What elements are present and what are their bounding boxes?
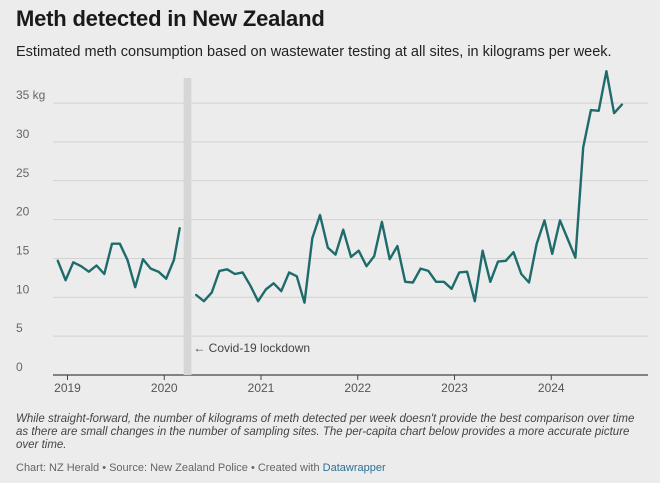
annotations: ← Covid-19 lockdown (193, 341, 310, 355)
y-tick-label: 10 (16, 282, 30, 296)
y-tick-label: 15 (16, 243, 30, 257)
x-tick-label: 2022 (344, 381, 371, 395)
y-axis-ticks: 0 5 10 15 20 25 30 35 kg (16, 88, 45, 374)
lockdown-shading (183, 78, 192, 375)
x-tick-label: 2019 (54, 381, 81, 395)
y-tick-label: 25 (16, 166, 30, 180)
y-tick-label: 35 kg (16, 88, 45, 102)
y-tick-label: 20 (16, 205, 30, 219)
y-tick-label: 5 (16, 321, 23, 335)
y-tick-label: 0 (16, 360, 23, 374)
series-lines (56, 69, 624, 304)
series-line-segment (194, 69, 624, 304)
chart-notes: While straight-forward, the number of ki… (16, 413, 635, 451)
gridlines (53, 102, 648, 376)
chart-subtitle: Estimated meth consumption based on wast… (16, 44, 612, 60)
y-tick-label: 30 (16, 127, 30, 141)
x-tick-label: 2020 (151, 381, 178, 395)
lockdown-annotation: ← Covid-19 lockdown (193, 341, 310, 355)
series-line-segment (56, 226, 181, 289)
datawrapper-link[interactable]: Datawrapper (322, 462, 386, 474)
chart-title: Meth detected in New Zealand (16, 6, 325, 31)
x-tick-label: 2023 (441, 381, 468, 395)
x-tick-label: 2024 (538, 381, 565, 395)
x-tick-label: 2021 (248, 381, 275, 395)
chart-credit: Chart: NZ Herald • Source: New Zealand P… (16, 462, 386, 474)
credit-text: Chart: NZ Herald • Source: New Zealand P… (16, 462, 323, 474)
lockdown-band (183, 78, 192, 375)
x-axis-ticks: 2019 2020 2021 2022 2023 2024 (54, 375, 565, 395)
